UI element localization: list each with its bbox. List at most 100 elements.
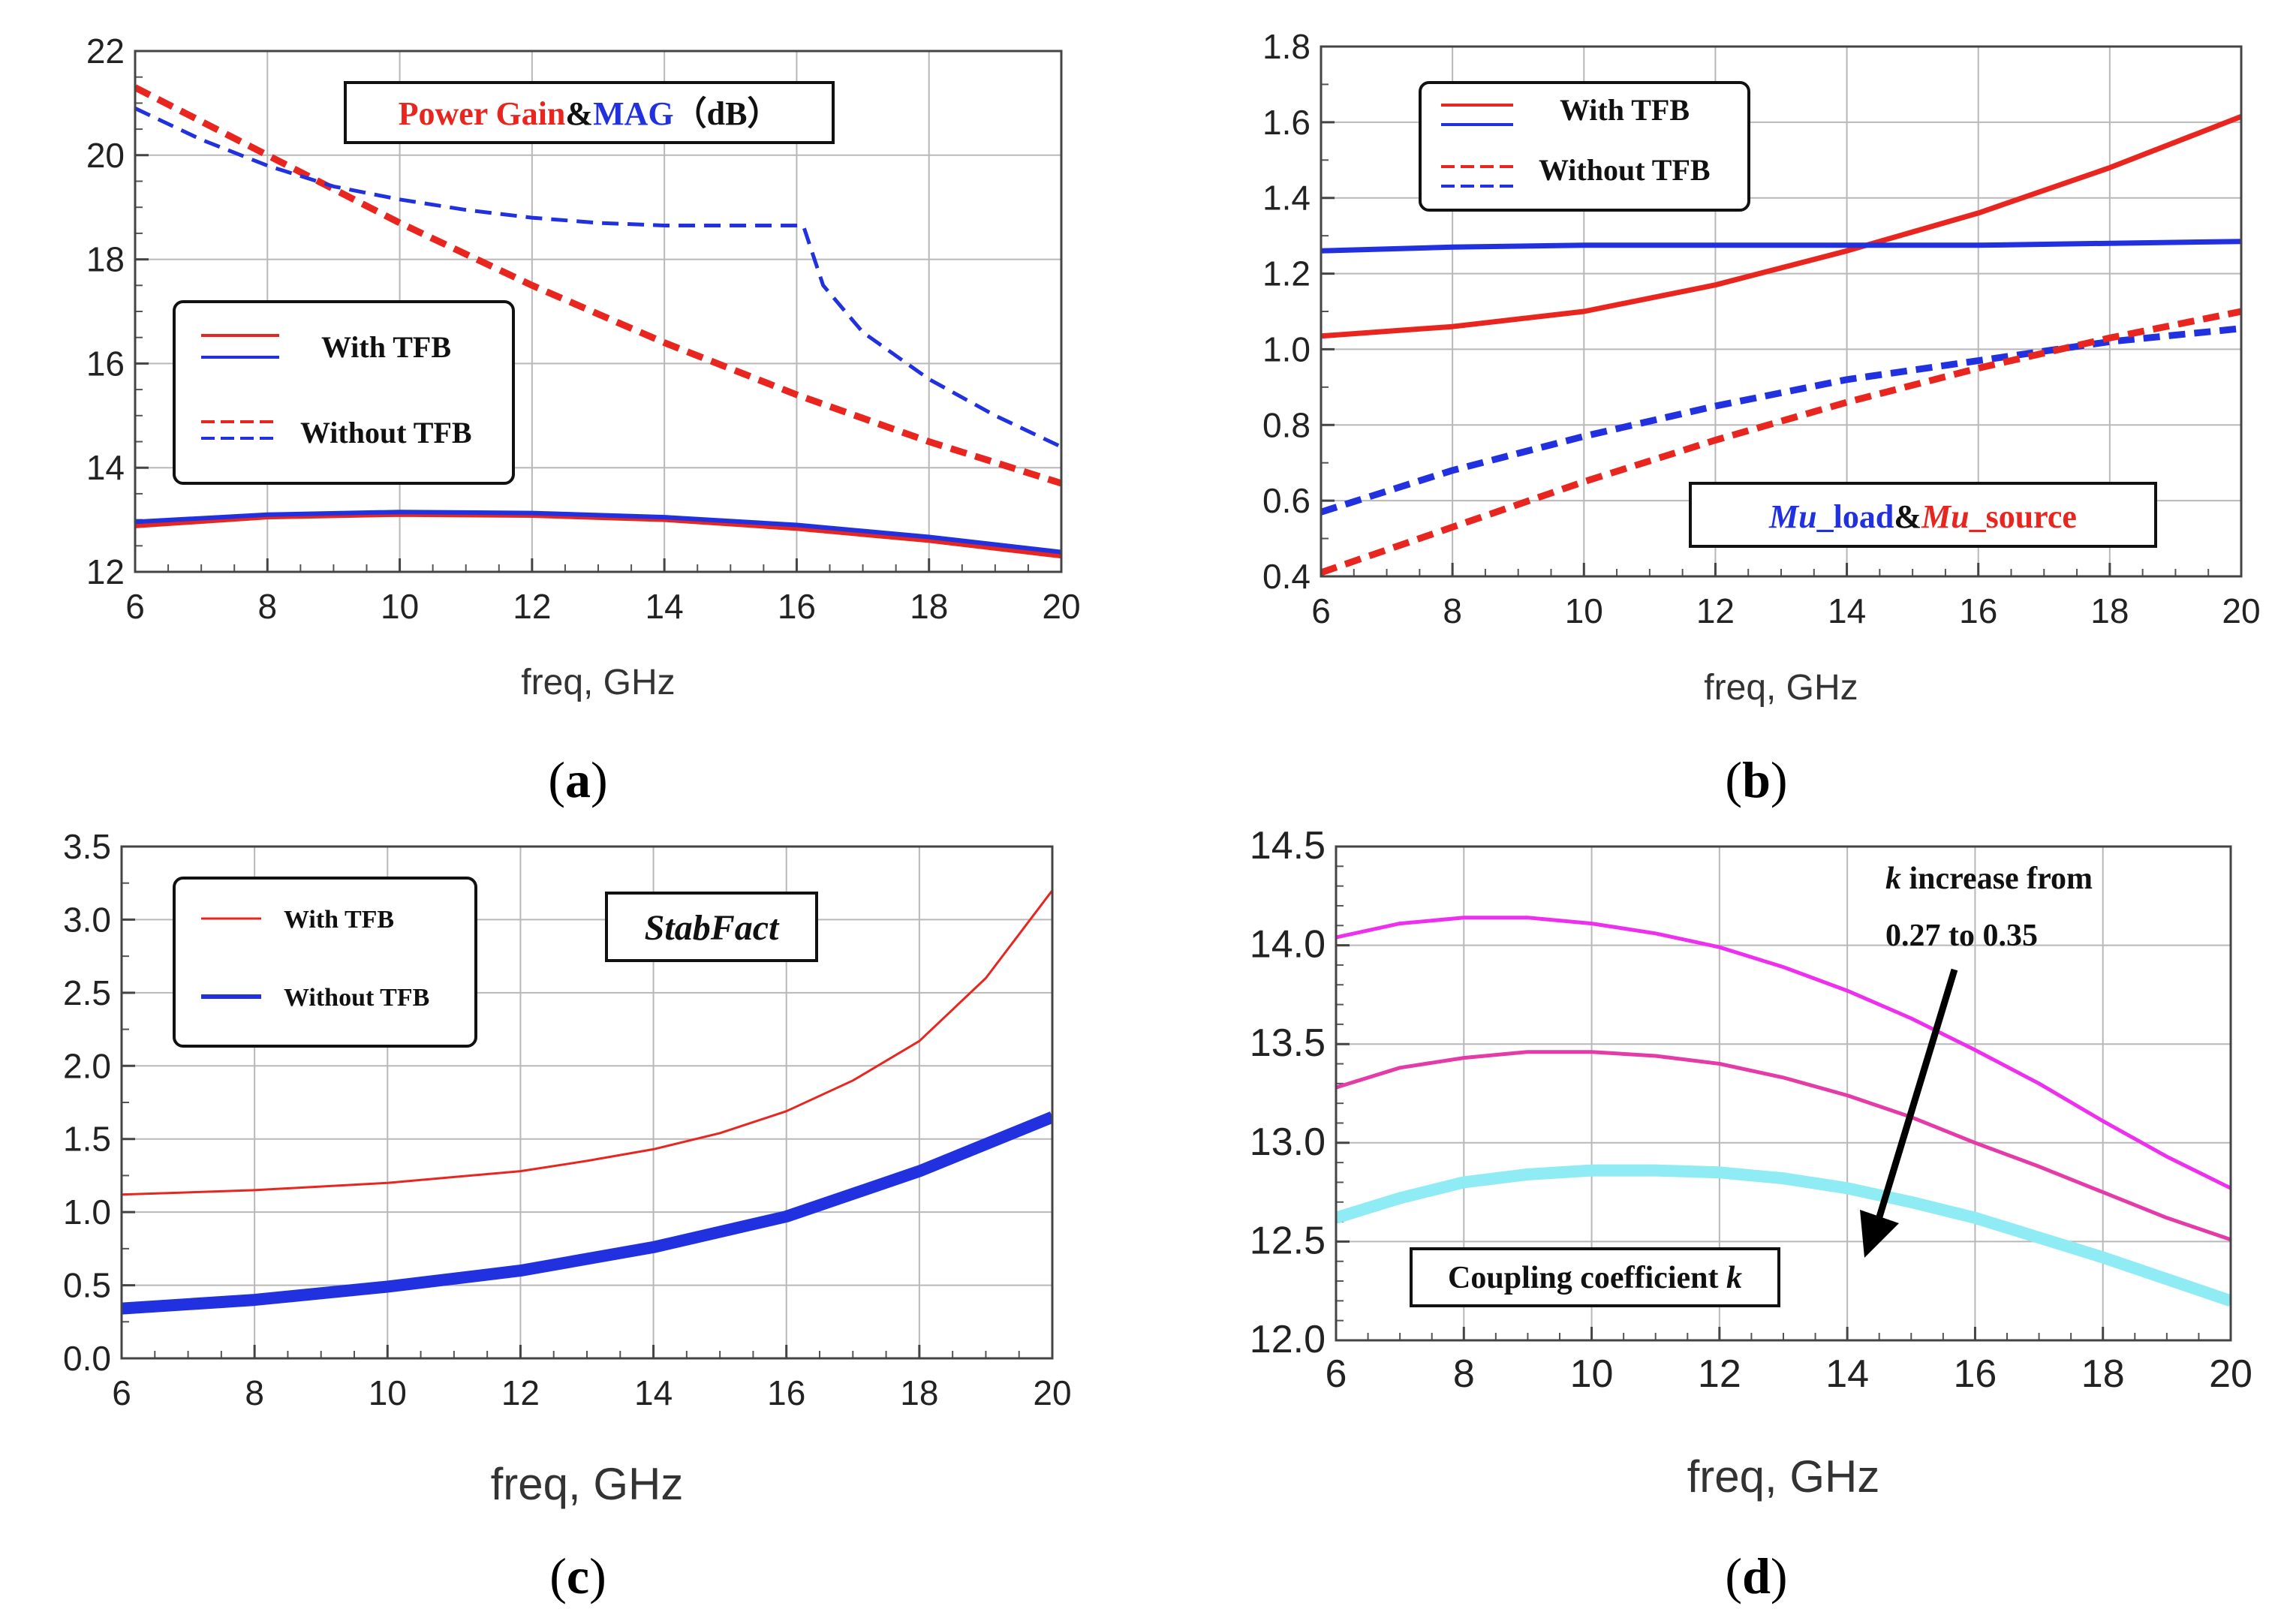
x-tick-label: 20: [2222, 591, 2260, 630]
chart-title: Power Gain&MAG（dB）: [399, 95, 781, 132]
x-tick-label: 18: [900, 1373, 938, 1412]
title-box: [344, 81, 835, 144]
title-part: （dB）: [674, 95, 781, 132]
panel-label: (a): [548, 751, 607, 808]
chart-title: Mu_load&Mu_source: [1768, 498, 2077, 535]
y-tick-label: 3.0: [63, 900, 111, 939]
series-line: [135, 510, 1061, 555]
series-line: [1336, 1164, 2231, 1307]
title-box: [605, 892, 818, 962]
y-tick-label: 0.0: [63, 1339, 111, 1378]
x-axis-label: freq, GHz: [521, 663, 675, 702]
y-tick-label: 1.0: [63, 1192, 111, 1232]
x-tick-label: 12: [1696, 591, 1735, 630]
x-tick-label: 12: [501, 1373, 540, 1412]
series-line: [1336, 1050, 2231, 1242]
y-tick-label: 20: [86, 136, 125, 175]
x-tick-label: 14: [1828, 591, 1866, 630]
panel-letter: b: [1742, 751, 1771, 808]
panel-d: 6 8 10 12 14 16 18 20 12.0 12.5 13.0 13.5 14.0 14.5 fr…: [1250, 824, 2252, 1604]
title-part: Mu: [1768, 498, 1817, 535]
x-tick-label: 16: [778, 587, 816, 626]
y-tick-label: 13.0: [1250, 1120, 1326, 1164]
plot-frame: [1320, 45, 2243, 578]
legend-label: With TFB: [284, 906, 394, 934]
x-axis-label: freq, GHz: [1704, 668, 1858, 708]
y-tick-label: 1.4: [1262, 179, 1311, 218]
x-tick-label: 16: [767, 1373, 805, 1412]
x-axis-label: freq, GHz: [491, 1459, 684, 1509]
y-tick-label: 1.0: [1262, 329, 1311, 368]
y-tick-label: 14.5: [1250, 824, 1326, 868]
series-line: [1321, 325, 2241, 516]
panel-label: (b): [1725, 751, 1787, 808]
series-line: [122, 889, 1052, 1196]
x-tick-label: 8: [1453, 1352, 1475, 1396]
title-part: &: [565, 95, 593, 132]
y-tick-label: 1.2: [1262, 254, 1311, 293]
annotation-arrow-shaft: [1874, 968, 1958, 1223]
y-tick-label: 14: [86, 448, 125, 487]
x-tick-label: 6: [1326, 1352, 1347, 1396]
legend-prefix: Coupling coefficient: [1448, 1261, 1726, 1295]
annotation-k: k: [1885, 862, 1901, 896]
y-tick-label: 0.6: [1262, 481, 1311, 520]
x-tick-label: 14: [1825, 1352, 1869, 1396]
plot-frame: [120, 845, 1054, 1360]
y-tick-label: 12.5: [1250, 1219, 1326, 1262]
plot-frame: [134, 50, 1063, 573]
x-tick-label: 8: [245, 1373, 264, 1412]
title-part: _source: [1969, 498, 2077, 535]
legend-label: Coupling coefficient k: [1448, 1261, 1742, 1295]
x-tick-label: 6: [112, 1373, 131, 1412]
x-tick-label: 10: [369, 1373, 407, 1412]
plot-frame: [1335, 845, 2232, 1342]
series-line: [135, 107, 1061, 449]
x-tick-label: 20: [1033, 1373, 1071, 1412]
y-tick-label: 13.5: [1250, 1021, 1326, 1065]
x-tick-label: 20: [1042, 587, 1080, 626]
panel-label: (d): [1725, 1547, 1787, 1604]
x-tick-label: 10: [381, 587, 419, 626]
panel-a: 6 8 10 12 14 16 18 20 12 14 16 18 20 22 freq, GHz (a) Po…: [86, 32, 1081, 808]
y-tick-label: 2.5: [63, 973, 111, 1012]
y-tick-label: 12: [86, 552, 125, 591]
series-line: [1336, 916, 2231, 1190]
x-tick-label: 20: [2209, 1352, 2252, 1396]
y-tick-label: 16: [86, 344, 125, 383]
y-tick-label: 3.5: [63, 827, 111, 866]
x-tick-label: 18: [2090, 591, 2129, 630]
y-tick-label: 0.8: [1262, 405, 1311, 444]
x-tick-label: 10: [1570, 1352, 1614, 1396]
y-tick-label: 1.6: [1262, 103, 1311, 142]
panel-letter: d: [1742, 1547, 1771, 1604]
y-tick-label: 0.4: [1262, 557, 1311, 596]
legend-label: With TFB: [321, 330, 451, 364]
legend-box: [173, 300, 515, 485]
title-box: [1689, 482, 2157, 548]
y-tick-label: 14.0: [1250, 923, 1326, 967]
series-line: [1321, 114, 2241, 339]
x-tick-label: 16: [1959, 591, 1997, 630]
legend-label: Without TFB: [284, 984, 429, 1012]
legend-box: [1410, 1247, 1780, 1307]
y-tick-label: 1.8: [1262, 27, 1311, 66]
x-tick-label: 14: [634, 1373, 673, 1412]
title-part: &: [1894, 498, 1921, 535]
x-tick-label: 10: [1565, 591, 1603, 630]
annotation-line-1: k increase from: [1885, 862, 2093, 896]
chart-title: StabFact: [645, 908, 780, 948]
legend-box: [1419, 81, 1750, 212]
title-part: _load: [1816, 498, 1894, 535]
legend-k: k: [1726, 1261, 1742, 1295]
series-line: [122, 1111, 1052, 1315]
panel-label: (c): [549, 1547, 606, 1604]
legend-box: [173, 877, 477, 1048]
legend-label: Without TFB: [1539, 153, 1711, 187]
series-line: [135, 512, 1061, 559]
x-tick-label: 6: [125, 587, 145, 626]
panel-b: 6 8 10 12 14 16 18 20 0.4 0.6 0.8 1.0 1.2 1.4 1.6 1.8 fr…: [1262, 27, 2261, 808]
panel-letter: c: [567, 1547, 589, 1604]
title-part: MAG: [593, 95, 674, 132]
